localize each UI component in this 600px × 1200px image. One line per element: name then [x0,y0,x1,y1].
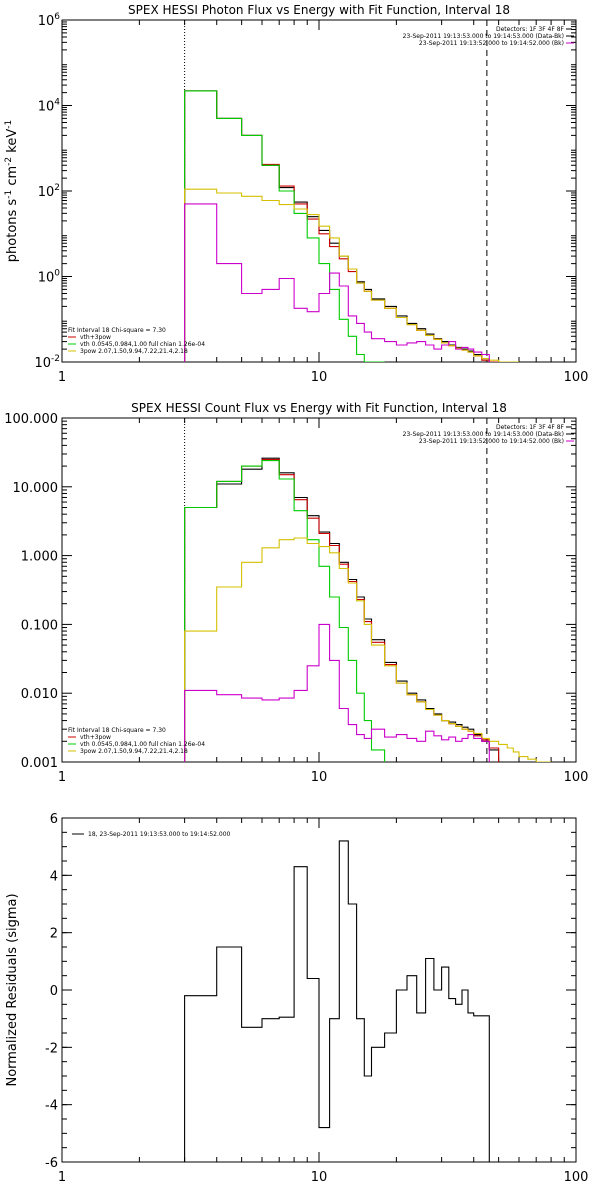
y-axis-label: photons s-1 cm-2 keV-1 [4,120,20,262]
series-vth-line [184,460,386,762]
series-bk-line [184,203,490,362]
series-residuals-line [184,840,490,1162]
y-tick-label: 104 [38,98,61,115]
series-bk-line [184,623,490,762]
fit-legend-item: 3pow 2.07,1.50,9.94,7.22,21.4,2.18 [80,348,188,355]
series-vth-3pow-line [184,458,500,762]
series-area [184,457,552,762]
fit-legend-header: Fit Interval 18 Chi-square = 7.30 [68,327,166,334]
x-tick-label: 1 [58,370,66,385]
series-3pow-line [184,188,519,362]
y-tick-label: 100.000 [4,412,58,427]
chart-title: SPEX HESSI Photon Flux vs Energy with Fi… [128,3,510,17]
photon-flux-panel: SPEX HESSI Photon Flux vs Energy with Fi… [4,3,588,385]
y-tick-label: 2 [50,927,58,942]
x-tick-label: 1 [58,770,66,785]
x-tick-label: 10 [311,1170,328,1185]
x-tick-label: 100 [564,1170,589,1185]
y-tick-label: 6 [50,812,58,827]
fit-legend-item: vth 0.0545,0.984,1.00 full chian 1.26e-0… [80,741,205,748]
y-tick-label: 102 [38,183,60,200]
y-tick-label: 0.001 [21,756,58,771]
plot-frame [61,417,577,763]
fit-legend-item: 3pow 2.07,1.50,9.94,7.22,21.4,2.18 [80,748,188,755]
y-axis-label: Normalized Residuals (sigma) [5,893,20,1086]
y-tick-label: 0.010 [21,687,58,702]
y-tick-label: 4 [50,869,58,884]
legend-item: 23-Sep-2011 19:13:53.000 to 19:14:53.000… [403,431,564,438]
legend-item: 23-Sep-2011 19:13:52.000 to 19:14:52.000… [419,40,564,47]
legend-item: 23-Sep-2011 19:13:53.000 to 19:14:53.000… [403,33,564,40]
y-tick-label: -2 [45,1041,58,1056]
y-tick-label: 10.000 [13,481,59,496]
x-tick-label: 10 [311,370,328,385]
series-data-bk-line [184,457,500,762]
series-area [184,840,490,1162]
y-tick-label: -6 [45,1156,58,1171]
y-tick-label: 0.100 [21,618,58,633]
fit-legend-header: Fit Interval 18 Chi-square = 7.30 [68,727,166,734]
x-tick-label: 1 [58,1170,66,1185]
x-tick-label: 100 [564,370,589,385]
y-tick-label: 10-2 [34,354,60,371]
y-tick-label: 0 [50,984,58,999]
series-data-bk-line [184,90,499,362]
x-tick-label: 100 [564,770,589,785]
fit-legend-item: vth+3pow [80,734,111,741]
y-tick-label: -4 [45,1099,58,1114]
series-3pow-line [184,537,552,762]
legend-header: Detectors: 1F 3F 4F 8F [496,26,565,33]
fit-legend-item: vth+3pow [80,334,111,341]
series-vth-3pow-line [184,90,499,362]
series-area [184,90,519,362]
legend-item: 23-Sep-2011 19:13:52.000 to 19:14:52.000… [419,438,564,445]
count-flux-panel: SPEX HESSI Count Flux vs Energy with Fit… [4,401,588,785]
residual-legend-item: 18, 23-Sep-2011 19:13:53.000 to 19:14:52… [88,831,231,838]
fit-legend-item: vth 0.0545,0.984,1.00 full chian 1.26e-0… [80,341,205,348]
y-tick-label: 100 [38,269,61,286]
residuals-panel: 1 10 100 -6 -4 -2 0 2 4 6 Normalized Residuals (si… [5,812,588,1185]
x-tick-label: 10 [311,770,328,785]
series-vth-line [184,90,385,362]
y-tick-label: 106 [38,12,61,29]
legend-header: Detectors: 1F 3F 4F 8F [496,424,565,431]
chart-title: SPEX HESSI Count Flux vs Energy with Fit… [131,401,507,415]
y-tick-label: 1.000 [21,550,58,565]
